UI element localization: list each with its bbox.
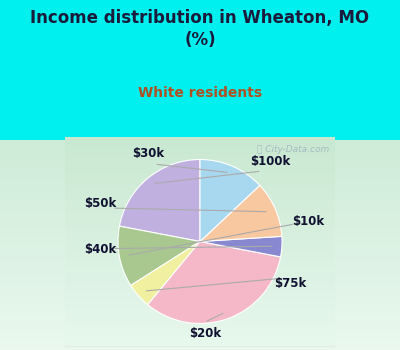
Bar <box>65 136 335 346</box>
Wedge shape <box>120 160 200 241</box>
Text: White residents: White residents <box>138 86 262 100</box>
Wedge shape <box>131 241 200 305</box>
Wedge shape <box>148 241 280 323</box>
Wedge shape <box>200 236 282 257</box>
Text: $50k: $50k <box>84 197 116 210</box>
Wedge shape <box>200 186 282 241</box>
Text: Income distribution in Wheaton, MO
(%): Income distribution in Wheaton, MO (%) <box>30 9 370 49</box>
Text: $30k: $30k <box>132 147 164 160</box>
Text: ⓘ City-Data.com: ⓘ City-Data.com <box>257 145 330 154</box>
Text: $20k: $20k <box>189 327 221 340</box>
Wedge shape <box>118 226 200 286</box>
Text: $100k: $100k <box>250 155 290 168</box>
Text: $10k: $10k <box>292 215 324 228</box>
Text: $75k: $75k <box>274 277 306 290</box>
Wedge shape <box>200 160 260 241</box>
Text: $40k: $40k <box>84 243 116 256</box>
